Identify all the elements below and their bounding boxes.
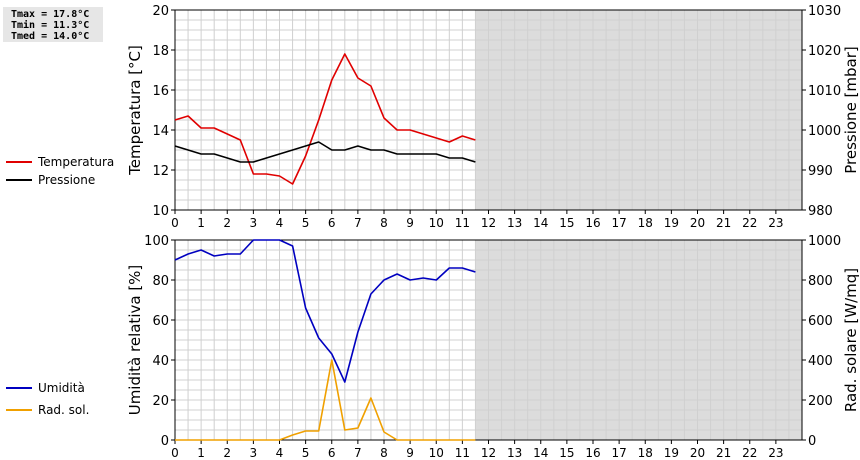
- chart1-x-tick-label: 7: [354, 216, 362, 230]
- legend-label-temperatura: Temperatura: [38, 155, 115, 169]
- chart1-x-tick-label: 19: [664, 216, 679, 230]
- legend-label-radsol: Rad. sol.: [38, 403, 90, 417]
- chart1-x-tick-label: 2: [223, 216, 231, 230]
- chart2-y-tick-label: 80: [152, 274, 169, 289]
- chart1-x-tick-label: 14: [533, 216, 548, 230]
- chart2-x-tick-label: 7: [354, 446, 362, 460]
- chart1-y-tick-label: 20: [152, 4, 169, 19]
- chart1-x-tick-label: 1: [197, 216, 205, 230]
- chart1-x-tick-label: 3: [250, 216, 258, 230]
- chart1-x-tick-label: 6: [328, 216, 336, 230]
- chart2-x-tick-label: 12: [481, 446, 496, 460]
- legend-label-umidita: Umidità: [38, 381, 85, 395]
- chart2-y2-tick-label: 0: [808, 434, 816, 449]
- chart1-x-tick-label: 13: [507, 216, 522, 230]
- chart2-group: 0 1 2 3 4 5 6 7 8 9 10 11 12 13 14 15 16 17 18 19 20 21 22 2302…: [126, 234, 860, 460]
- chart1-y-axis-title: Temperatura [°C]: [126, 45, 144, 176]
- chart2-y2-tick-label: 200: [808, 394, 833, 409]
- stats-box: Tmax = 17.8°C Tmin = 11.3°C Tmed = 14.0°…: [3, 7, 103, 42]
- chart1-x-tick-label: 18: [638, 216, 653, 230]
- chart2-x-tick-label: 1: [197, 446, 205, 460]
- chart2-x-tick-label: 20: [690, 446, 705, 460]
- chart1-x-tick-label: 11: [455, 216, 470, 230]
- chart1-x-tick-label: 10: [429, 216, 444, 230]
- chart1-y-tick-label: 12: [152, 164, 169, 179]
- chart1-y-tick-label: 16: [152, 84, 169, 99]
- chart1-x-tick-label: 20: [690, 216, 705, 230]
- chart2-x-tick-label: 21: [716, 446, 731, 460]
- chart1-y2-tick-label: 1030: [808, 4, 841, 19]
- chart2-x-tick-label: 19: [664, 446, 679, 460]
- legend-swatch-radsol: [6, 409, 32, 411]
- chart2-x-tick-label: 23: [768, 446, 783, 460]
- chart1-x-tick-label: 23: [768, 216, 783, 230]
- legend-swatch-umidita: [6, 387, 32, 389]
- chart1-y2-tick-label: 1000: [808, 124, 841, 139]
- chart2-x-tick-label: 15: [559, 446, 574, 460]
- tmed-text: Tmed = 14.0°C: [11, 31, 90, 42]
- chart1-x-tick-label: 15: [559, 216, 574, 230]
- chart2-x-tick-label: 11: [455, 446, 470, 460]
- chart2-x-tick-label: 2: [223, 446, 231, 460]
- chart2-y-axis-title: Umidità relativa [%]: [126, 265, 144, 416]
- legend-item-umidita: Umidità: [6, 380, 85, 396]
- chart2-y-tick-label: 0: [161, 434, 169, 449]
- chart1-y2-tick-label: 980: [808, 204, 833, 219]
- chart1-y2-tick-label: 990: [808, 164, 833, 179]
- chart2-x-tick-label: 14: [533, 446, 548, 460]
- legend-swatch-temperatura: [6, 161, 32, 163]
- chart2-x-tick-label: 8: [380, 446, 388, 460]
- chart2-x-tick-label: 16: [585, 446, 600, 460]
- chart2-series-umidit-line: [174, 239, 476, 383]
- chart2-x-tick-label: 17: [611, 446, 626, 460]
- chart1-y2-tick-label: 1010: [808, 84, 841, 99]
- chart2-x-tick-label: 6: [328, 446, 336, 460]
- chart1-y2-axis-title: Pressione [mbar]: [842, 46, 860, 174]
- chart1-y2-tick-label: 1020: [808, 44, 841, 59]
- chart1-x-tick-label: 4: [276, 216, 284, 230]
- chart2-y-tick-label: 40: [152, 354, 169, 369]
- chart1-x-tick-label: 21: [716, 216, 731, 230]
- chart2-x-tick-label: 5: [302, 446, 310, 460]
- chart2-x-tick-label: 0: [171, 446, 179, 460]
- tmax-text: Tmax = 17.8°C: [11, 9, 90, 20]
- legend-swatch-pressione: [6, 179, 32, 181]
- chart1-x-tick-label: 0: [171, 216, 179, 230]
- legend-item-temperatura: Temperatura: [6, 154, 114, 170]
- chart2-y2-tick-label: 800: [808, 274, 833, 289]
- chart2-y-tick-label: 100: [144, 234, 169, 249]
- chart1-series-pressione-line: [174, 141, 476, 163]
- chart2-y2-axis-title: Rad. solare [W/mq]: [842, 268, 860, 412]
- legend-label-pressione: Pressione: [38, 173, 96, 187]
- legend-item-radsol: Rad. sol.: [6, 402, 89, 418]
- chart2-x-tick-label: 13: [507, 446, 522, 460]
- chart1-y-tick-label: 14: [152, 124, 169, 139]
- chart2-y-tick-label: 20: [152, 394, 169, 409]
- chart1-group: 0 1 2 3 4 5 6 7 8 9 10 11 12 13 14 15 16 17 18 19 20 21 22 2310…: [126, 4, 860, 230]
- chart1-x-tick-label: 16: [585, 216, 600, 230]
- chart2-x-tick-label: 4: [276, 446, 284, 460]
- chart1-series-temperatura-line: [174, 53, 476, 185]
- chart2-y-tick-label: 60: [152, 314, 169, 329]
- chart1-x-tick-label: 9: [406, 216, 414, 230]
- chart1-y-tick-label: 18: [152, 44, 169, 59]
- chart1-x-tick-label: 17: [611, 216, 626, 230]
- chart2-y2-tick-label: 1000: [808, 234, 841, 249]
- chart2-x-tick-label: 22: [742, 446, 757, 460]
- chart2-x-tick-label: 3: [250, 446, 258, 460]
- chart1-x-tick-label: 12: [481, 216, 496, 230]
- legend-item-pressione: Pressione: [6, 172, 95, 188]
- chart2-series-rad-sol-line: [175, 359, 476, 441]
- chart2-x-tick-label: 9: [406, 446, 414, 460]
- chart1-y-tick-label: 10: [152, 204, 169, 219]
- chart2-y2-tick-label: 600: [808, 314, 833, 329]
- chart2-y2-tick-label: 400: [808, 354, 833, 369]
- chart1-x-tick-label: 22: [742, 216, 757, 230]
- chart2-x-tick-label: 10: [429, 446, 444, 460]
- chart2-x-tick-label: 18: [638, 446, 653, 460]
- tmin-text: Tmin = 11.3°C: [11, 20, 90, 31]
- chart1-x-tick-label: 5: [302, 216, 310, 230]
- chart1-x-tick-label: 8: [380, 216, 388, 230]
